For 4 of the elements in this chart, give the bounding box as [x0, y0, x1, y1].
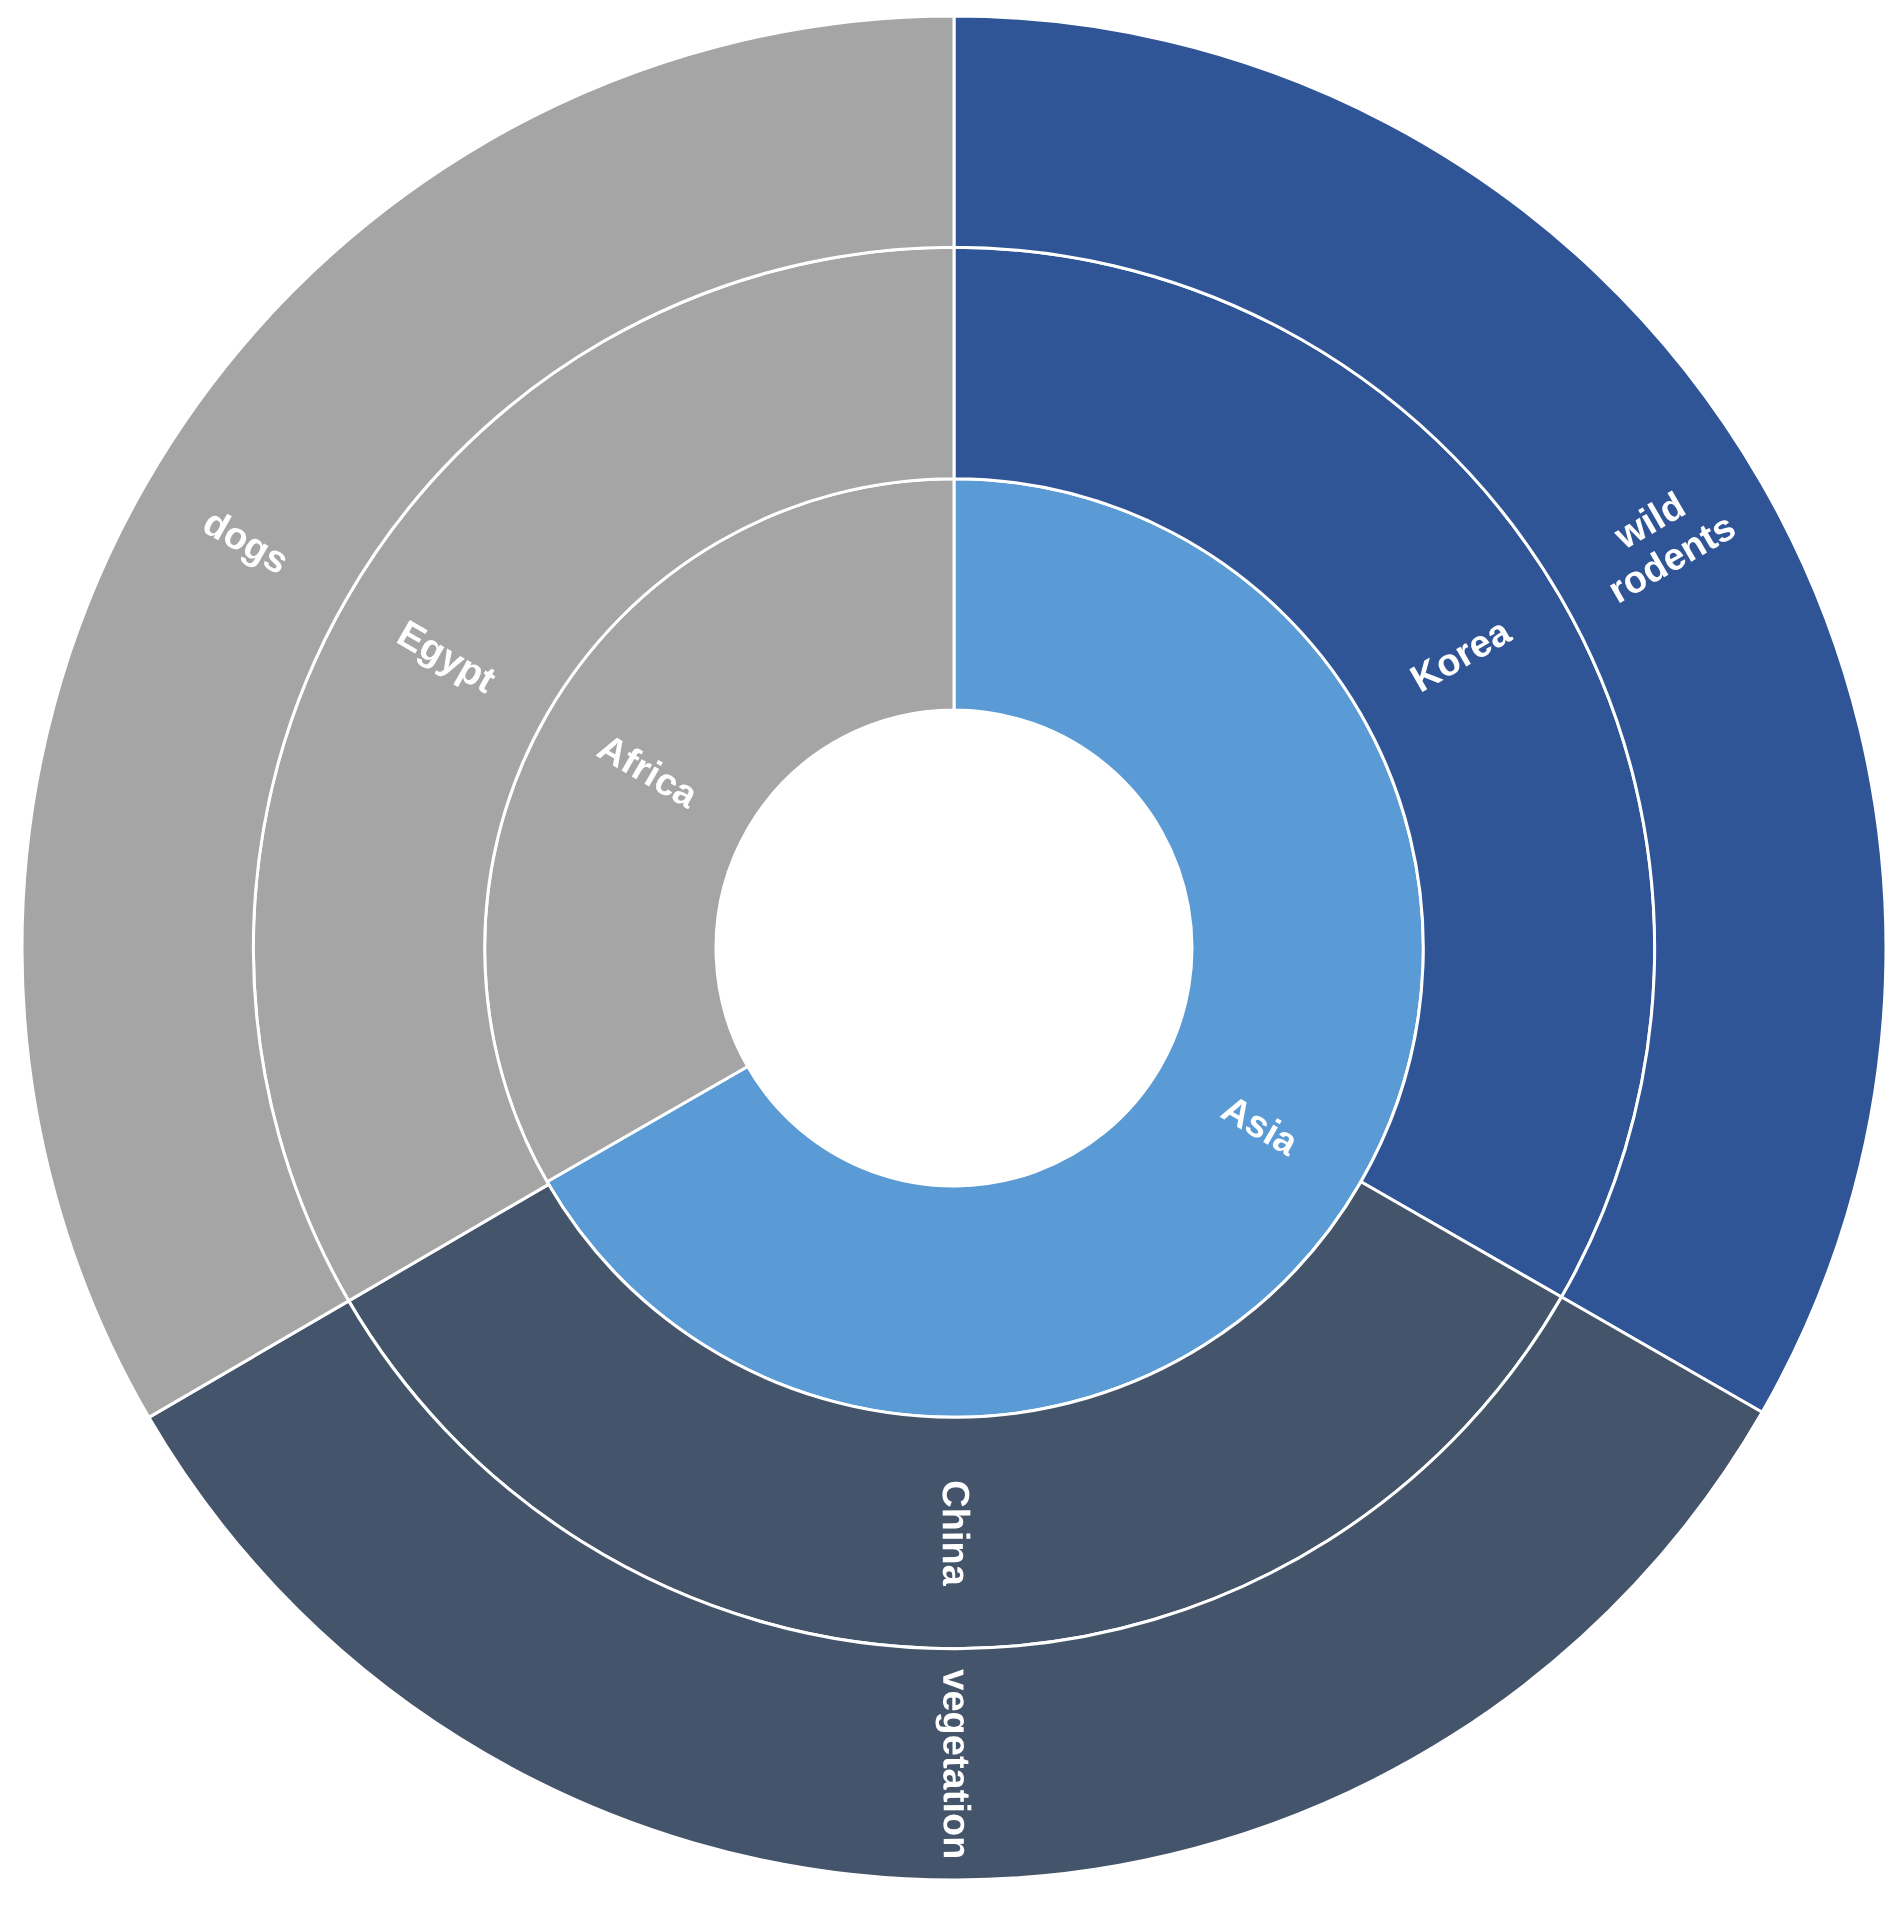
slice-label: Asia: [1214, 1086, 1307, 1164]
slice-label: vegetation: [935, 1669, 978, 1860]
slice-label: dogs: [196, 500, 296, 583]
slice-label: China: [934, 1480, 978, 1587]
